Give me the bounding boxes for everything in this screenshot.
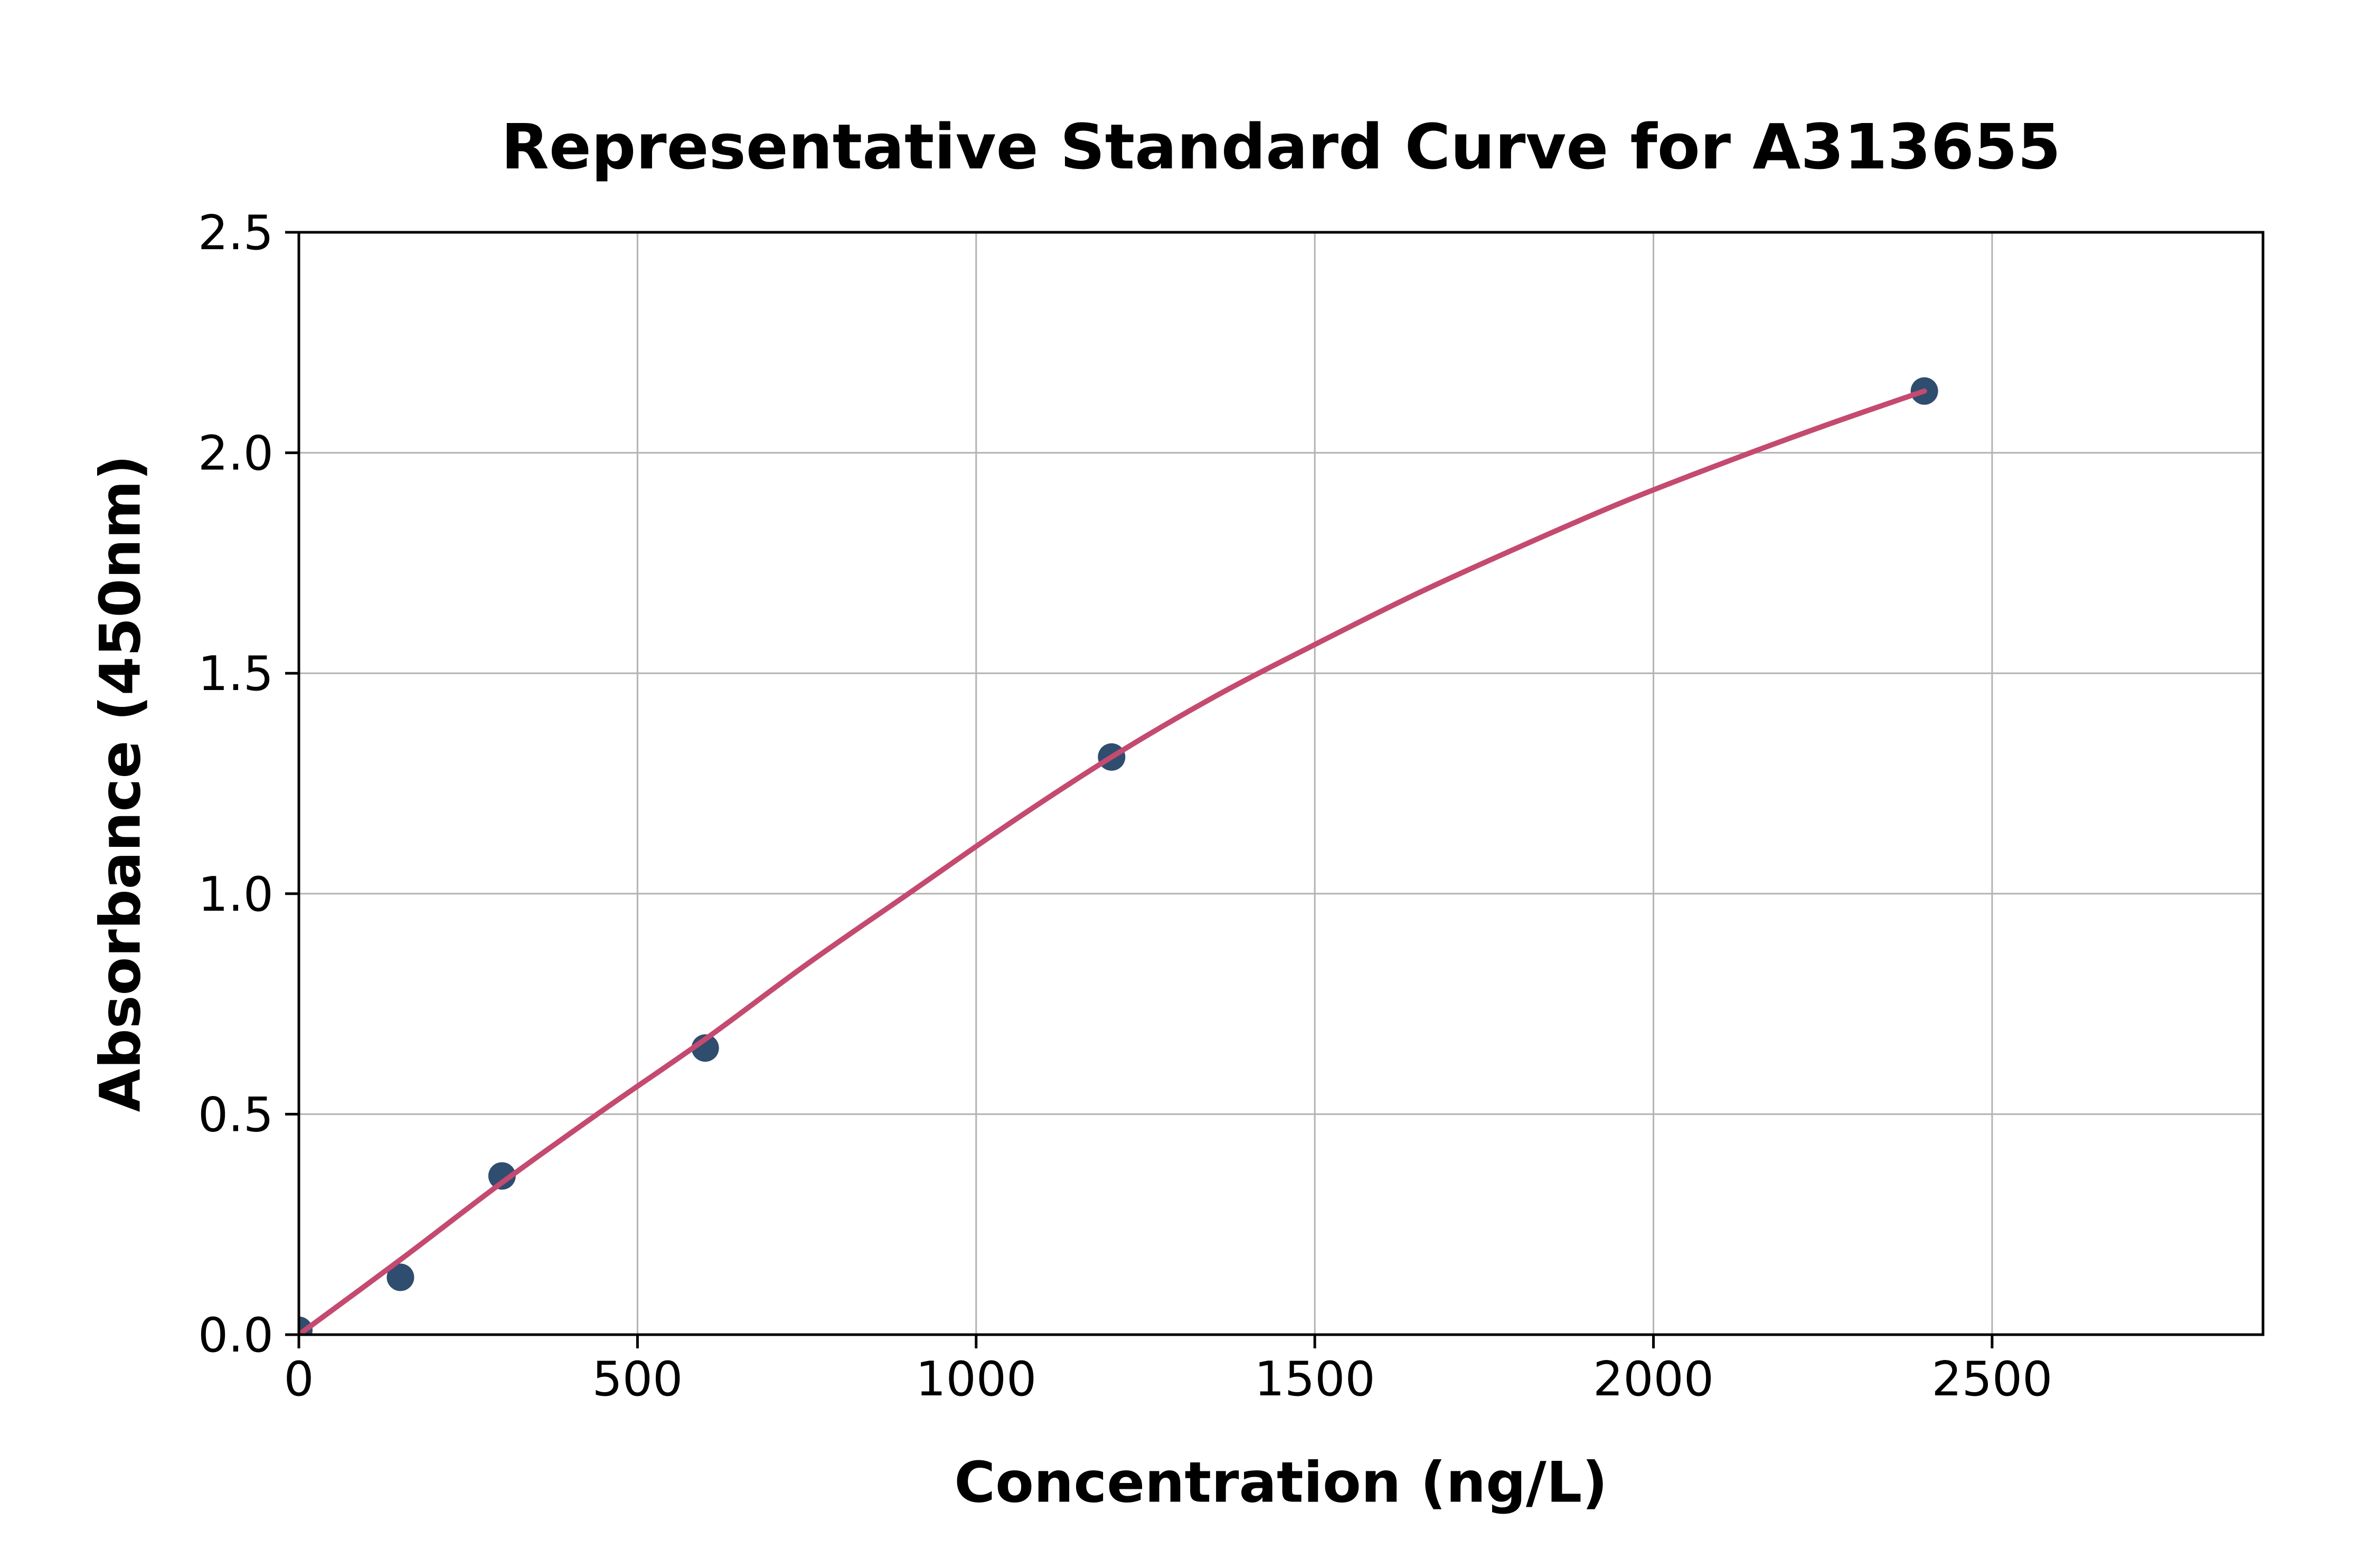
x-axis-label: Concentration (ng/L): [954, 1450, 1608, 1515]
chart-title: Representative Standard Curve for A31365…: [501, 110, 2061, 183]
y-tick-label-2-5: 2.5: [198, 205, 274, 261]
x-tick-label-0: 0: [284, 1352, 314, 1407]
y-tick-label-0-5: 0.5: [198, 1087, 274, 1142]
x-tick-label-2500: 2500: [1931, 1352, 2052, 1407]
y-axis-label: Absorbance (450nm): [88, 455, 153, 1112]
x-tick-label-500: 500: [592, 1352, 683, 1407]
fit-curve-line: [299, 388, 1927, 1335]
x-tick-label-1000: 1000: [916, 1352, 1036, 1407]
y-tick-label-1-0: 1.0: [198, 867, 274, 922]
y-tick-label-2-0: 2.0: [198, 426, 274, 481]
data-point-2: [488, 1162, 516, 1190]
data-point-1: [386, 1263, 414, 1291]
y-tick-label-1-5: 1.5: [198, 646, 274, 702]
data-points-group: [299, 377, 1938, 1335]
plot-border: [297, 231, 2265, 1336]
x-tick-label-1500: 1500: [1255, 1352, 1375, 1407]
x-tick-label-2000: 2000: [1593, 1352, 1714, 1407]
y-tick-label-0-0: 0.0: [198, 1308, 274, 1363]
